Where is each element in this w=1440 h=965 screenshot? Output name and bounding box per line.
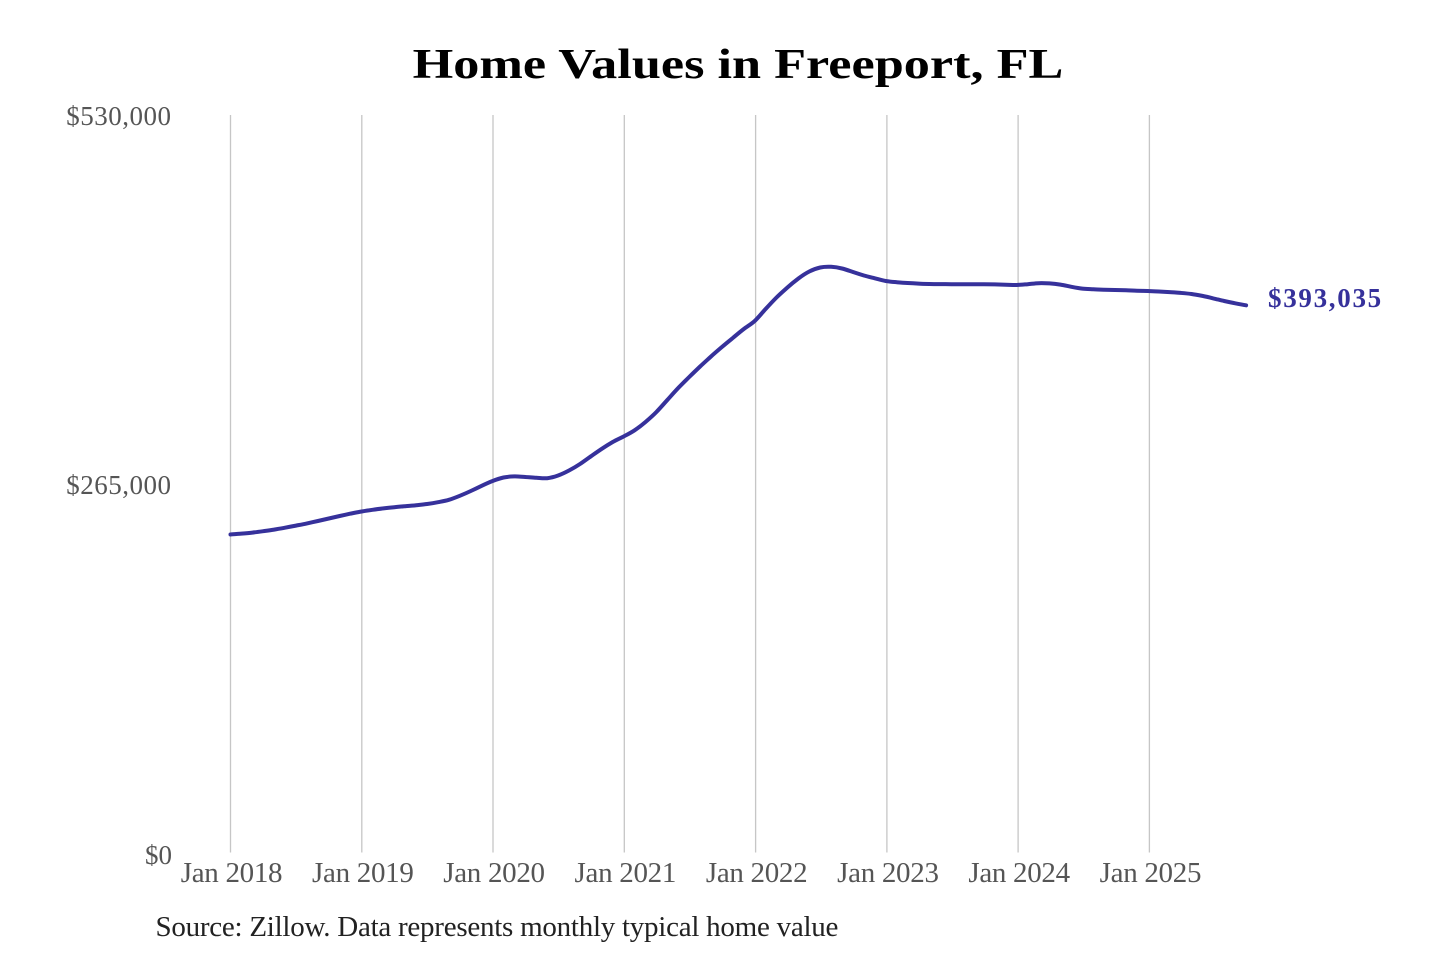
svg-text:Source: Zillow. Data represent: Source: Zillow. Data represents monthly …: [156, 911, 839, 943]
svg-text:Jan 2019: Jan 2019: [312, 857, 414, 889]
svg-text:$530,000: $530,000: [66, 101, 171, 131]
svg-text:Jan 2021: Jan 2021: [575, 857, 677, 889]
svg-text:Jan 2024: Jan 2024: [968, 857, 1070, 889]
svg-text:Jan 2025: Jan 2025: [1100, 857, 1202, 889]
svg-text:Home Values in Freeport, FL: Home Values in Freeport, FL: [413, 41, 1064, 87]
svg-text:$0: $0: [145, 840, 172, 870]
svg-text:Jan 2022: Jan 2022: [706, 857, 808, 889]
svg-text:Jan 2020: Jan 2020: [443, 857, 545, 889]
svg-text:$393,035: $393,035: [1268, 283, 1383, 313]
svg-text:$265,000: $265,000: [66, 470, 171, 500]
svg-text:Jan 2023: Jan 2023: [837, 857, 939, 889]
svg-text:Jan 2018: Jan 2018: [181, 857, 283, 889]
